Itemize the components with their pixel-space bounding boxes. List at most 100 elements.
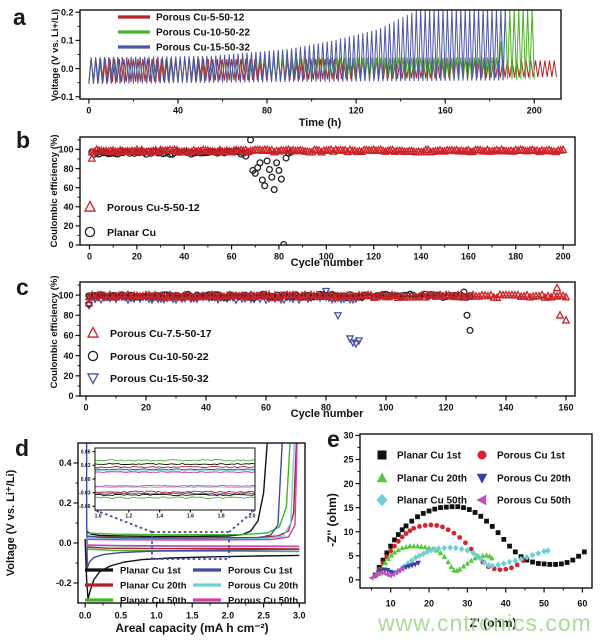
svg-text:Porous Cu 1st: Porous Cu 1st: [497, 451, 565, 462]
svg-text:Porous Cu 1st: Porous Cu 1st: [228, 565, 293, 576]
coulombic-efficiency-chart-1: 0 20 40 60 80 100 120 140 160 180 200020406080100C…: [49, 135, 576, 268]
svg-text:Porous Cu-7.5-50-17: Porous Cu-7.5-50-17: [110, 328, 212, 340]
svg-text:0.4: 0.4: [59, 458, 72, 468]
svg-text:Porous Cu-15-50-32: Porous Cu-15-50-32: [156, 43, 250, 54]
svg-text:Coulombic efficiency (%): Coulombic efficiency (%): [49, 135, 60, 248]
svg-text:40: 40: [63, 351, 73, 361]
svg-text:Porous Cu 50th: Porous Cu 50th: [497, 496, 571, 507]
svg-text:Planar Cu 1st: Planar Cu 1st: [397, 451, 462, 462]
svg-text:80: 80: [321, 403, 331, 413]
svg-text:1.4: 1.4: [156, 514, 163, 520]
svg-text:160: 160: [461, 252, 476, 262]
panel-label-c: c: [16, 274, 29, 300]
svg-text:80: 80: [63, 311, 73, 321]
svg-text:Porous Cu 20th: Porous Cu 20th: [228, 580, 298, 591]
svg-text:80: 80: [274, 252, 284, 262]
svg-text:Cycle number: Cycle number: [291, 257, 364, 268]
svg-text:1.0: 1.0: [150, 611, 163, 621]
svg-text:40: 40: [201, 403, 211, 413]
svg-text:25: 25: [343, 455, 353, 465]
watermark: www.cntronics.com: [378, 610, 592, 636]
svg-text:Areal capacity (mA h cm⁻²): Areal capacity (mA h cm⁻²): [115, 621, 268, 635]
svg-text:60: 60: [63, 331, 73, 341]
svg-text:1.0: 1.0: [95, 514, 102, 520]
svg-text:Voltage (V vs. Li⁺/Li): Voltage (V vs. Li⁺/Li): [5, 469, 17, 576]
svg-text:0.06: 0.06: [81, 449, 91, 455]
svg-text:Planar Cu 50th: Planar Cu 50th: [120, 595, 187, 606]
svg-text:0.00: 0.00: [81, 477, 91, 483]
svg-text:Planar Cu 20th: Planar Cu 20th: [397, 474, 467, 485]
svg-text:80: 80: [63, 164, 73, 174]
svg-text:180: 180: [508, 252, 523, 262]
svg-text:2.0: 2.0: [222, 611, 235, 621]
svg-text:0.0: 0.0: [59, 538, 72, 548]
svg-text:200: 200: [527, 106, 542, 116]
svg-text:30: 30: [462, 599, 472, 609]
svg-text:0.0: 0.0: [79, 611, 92, 621]
svg-text:100: 100: [319, 252, 334, 262]
svg-text:Porous Cu-5-50-12: Porous Cu-5-50-12: [156, 13, 245, 24]
svg-text:0: 0: [87, 252, 92, 262]
panel-label-b: b: [16, 127, 31, 153]
svg-text:200: 200: [556, 252, 571, 262]
svg-text:20: 20: [343, 479, 353, 489]
svg-text:Voltage (V vs. Li+/Li): Voltage (V vs. Li+/Li): [50, 9, 61, 101]
svg-text:120: 120: [349, 106, 364, 116]
svg-text:-0.03: -0.03: [79, 490, 91, 496]
nyquist-impedance-chart: 10 20 30 40 50 60 0 5 10 15 20 25 30 Z' (ohm) -Z'' (oh…: [325, 431, 593, 630]
svg-text:0: 0: [68, 240, 73, 250]
svg-text:60: 60: [227, 252, 237, 262]
svg-text:0.03: 0.03: [81, 463, 91, 469]
svg-text:160: 160: [438, 106, 453, 116]
svg-text:1.2: 1.2: [125, 514, 132, 520]
svg-text:Porous Cu-10-50-22: Porous Cu-10-50-22: [156, 28, 250, 39]
svg-text:0.5: 0.5: [115, 611, 128, 621]
svg-text:0.2: 0.2: [59, 498, 72, 508]
svg-text:-0.2: -0.2: [56, 578, 72, 588]
svg-text:10: 10: [343, 527, 353, 537]
svg-text:Planar Cu 1st: Planar Cu 1st: [120, 565, 182, 576]
svg-text:0.2: 0.2: [61, 7, 74, 17]
svg-text:Porous Cu-15-50-32: Porous Cu-15-50-32: [110, 373, 209, 385]
svg-text:0.1: 0.1: [61, 36, 74, 46]
coulombic-efficiency-chart-2: 0 20 40 60 80 100 120 140 160 0 20 40 60 80 100 Cycle n…: [49, 276, 576, 420]
svg-text:30: 30: [343, 431, 353, 441]
panel-label-e: e: [327, 426, 340, 452]
svg-text:Porous Cu-10-50-22: Porous Cu-10-50-22: [110, 351, 209, 363]
svg-text:160: 160: [558, 403, 573, 413]
svg-text:20: 20: [132, 252, 142, 262]
svg-text:2.5: 2.5: [257, 611, 270, 621]
svg-text:1.8: 1.8: [218, 514, 225, 520]
panel-label-d: d: [15, 435, 30, 461]
panel-label-a: a: [13, 4, 26, 30]
svg-text:40: 40: [173, 106, 183, 116]
svg-text:120: 120: [438, 403, 453, 413]
svg-text:140: 140: [414, 252, 429, 262]
svg-text:Cycle number: Cycle number: [291, 408, 364, 420]
svg-text:0: 0: [86, 106, 91, 116]
svg-text:Porous Cu 50th: Porous Cu 50th: [228, 595, 298, 606]
svg-text:3.0: 3.0: [293, 611, 306, 621]
svg-text:50: 50: [539, 599, 549, 609]
svg-text:20: 20: [424, 599, 434, 609]
svg-text:Coulombic efficiency (%): Coulombic efficiency (%): [49, 276, 60, 389]
svg-text:100: 100: [58, 290, 73, 300]
svg-text:20: 20: [141, 403, 151, 413]
svg-text:Planar Cu 20th: Planar Cu 20th: [120, 580, 187, 591]
svg-text:5: 5: [348, 551, 353, 561]
svg-text:Z' (ohm): Z' (ohm): [470, 616, 517, 630]
svg-text:0: 0: [348, 575, 353, 585]
svg-text:0: 0: [68, 391, 73, 401]
svg-text:Planar Cu 50th: Planar Cu 50th: [397, 496, 467, 507]
svg-text:20: 20: [63, 371, 73, 381]
svg-text:40: 40: [63, 202, 73, 212]
svg-text:0.0: 0.0: [61, 64, 74, 74]
svg-text:120: 120: [366, 252, 381, 262]
voltage-capacity-chart: 0.0 0.5 1.0 1.5 2.0 2.5 3.0 0.4 0.2 0.0 -0.2 Areal …: [5, 442, 306, 635]
svg-text:80: 80: [262, 106, 272, 116]
svg-text:-Z'' (ohm): -Z'' (ohm): [325, 493, 339, 547]
svg-text:20: 20: [63, 221, 73, 231]
svg-text:60: 60: [63, 183, 73, 193]
svg-text:60: 60: [261, 403, 271, 413]
